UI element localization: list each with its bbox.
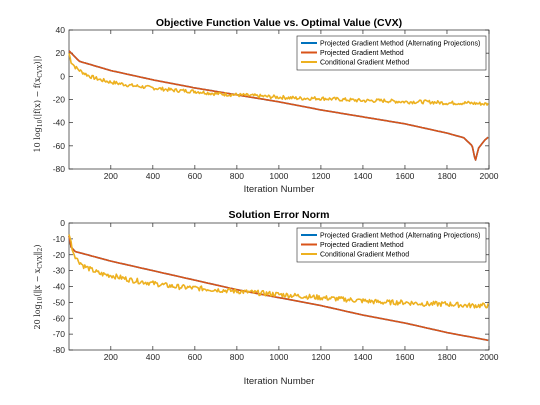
y-tick-label: -60	[53, 141, 66, 151]
y-axis-label: 10 log10(|f(x) − f(xCVX)|)	[33, 56, 44, 153]
y-tick-label: -40	[53, 282, 66, 292]
y-tick-label: -70	[53, 329, 66, 339]
series-line-1	[68, 235, 489, 342]
x-tick-label: 2000	[480, 352, 499, 362]
x-tick-label: 1400	[353, 352, 372, 362]
x-tick-label: 200	[104, 352, 118, 362]
legend-box	[296, 227, 487, 263]
y-ticks: -80 -70 -60 -50 -40 -30 -20 -10 0	[53, 218, 489, 355]
legend: Projected Gradient Method (Alternating P…	[296, 35, 487, 71]
x-tick-label: 1800	[438, 352, 457, 362]
legend-label: Projected Gradient Method (Alternating P…	[320, 233, 480, 240]
y-tick-label: -80	[53, 345, 66, 355]
y-tick-label: -60	[53, 313, 66, 323]
y-tick-label: 0	[60, 218, 65, 228]
x-tick-label: 800	[230, 352, 244, 362]
x-ticks: 200 400 600 800 1000 1200 1400 1600 1800 2000	[104, 30, 499, 181]
x-ticks: 200 400 600 800 1000 1200 1400 1600 1800 2000	[104, 223, 499, 362]
y-ticks: -80 -60 -40 -20 0 20 40	[53, 25, 489, 174]
x-tick-label: 600	[188, 171, 202, 181]
y-tick-label: -80	[53, 164, 66, 174]
y-axis-label-group: 10 log10(|f(x) − f(xCVX)|)	[33, 56, 44, 153]
x-tick-label: 200	[104, 171, 118, 181]
y-tick-label: 20	[56, 48, 66, 58]
y-tick-label: -20	[53, 250, 66, 260]
x-tick-label: 1000	[269, 171, 288, 181]
series-lines	[68, 234, 489, 342]
x-tick-label: 1200	[311, 352, 330, 362]
x-tick-label: 1800	[438, 171, 457, 181]
y-tick-label: -40	[53, 118, 66, 128]
x-tick-label: 1200	[311, 171, 330, 181]
y-axis-label: 20 log10(‖x − xCVX‖2)	[33, 245, 44, 330]
legend-entries: Projected Gradient Method (Alternating P…	[301, 41, 480, 67]
legend-label: Conditional Gradient Method	[320, 252, 409, 259]
x-axis-label: Iteration Number	[244, 184, 315, 195]
x-tick-label: 2000	[480, 171, 499, 181]
chart-title: Solution Error Norm	[229, 209, 330, 221]
series-lines	[68, 50, 489, 161]
legend: Projected Gradient Method (Alternating P…	[296, 227, 487, 263]
legend-label: Projected Gradient Method (Alternating P…	[320, 41, 480, 48]
x-tick-label: 400	[146, 171, 160, 181]
chart-title: Objective Function Value vs. Optimal Val…	[156, 17, 402, 29]
x-tick-label: 1400	[353, 171, 372, 181]
legend-label: Projected Gradient Method	[320, 242, 404, 249]
series-line-2	[68, 52, 489, 106]
x-tick-label: 400	[146, 352, 160, 362]
y-tick-label: -10	[53, 234, 66, 244]
legend-entries: Projected Gradient Method (Alternating P…	[301, 233, 480, 259]
x-tick-label: 1600	[395, 171, 414, 181]
y-tick-label: -20	[53, 95, 66, 105]
y-tick-label: 0	[60, 71, 65, 81]
legend-box	[296, 35, 487, 71]
legend-label: Conditional Gradient Method	[320, 60, 409, 67]
x-axis-label: Iteration Number	[244, 376, 315, 387]
x-tick-label: 1000	[269, 352, 288, 362]
x-tick-label: 800	[230, 171, 244, 181]
y-tick-label: 40	[56, 25, 66, 35]
legend-label: Projected Gradient Method	[320, 50, 404, 57]
y-tick-label: -50	[53, 297, 66, 307]
x-tick-label: 1600	[395, 352, 414, 362]
y-axis-label-group: 20 log10(‖x − xCVX‖2)	[33, 245, 44, 330]
series-line-2	[68, 234, 489, 309]
y-tick-label: -30	[53, 266, 66, 276]
error-norm-chart: Solution Error Norm 20 log10(‖x − xCVX‖2…	[33, 209, 499, 387]
x-tick-label: 600	[188, 352, 202, 362]
objective-chart: Objective Function Value vs. Optimal Val…	[33, 17, 499, 195]
series-line-1	[68, 50, 489, 161]
